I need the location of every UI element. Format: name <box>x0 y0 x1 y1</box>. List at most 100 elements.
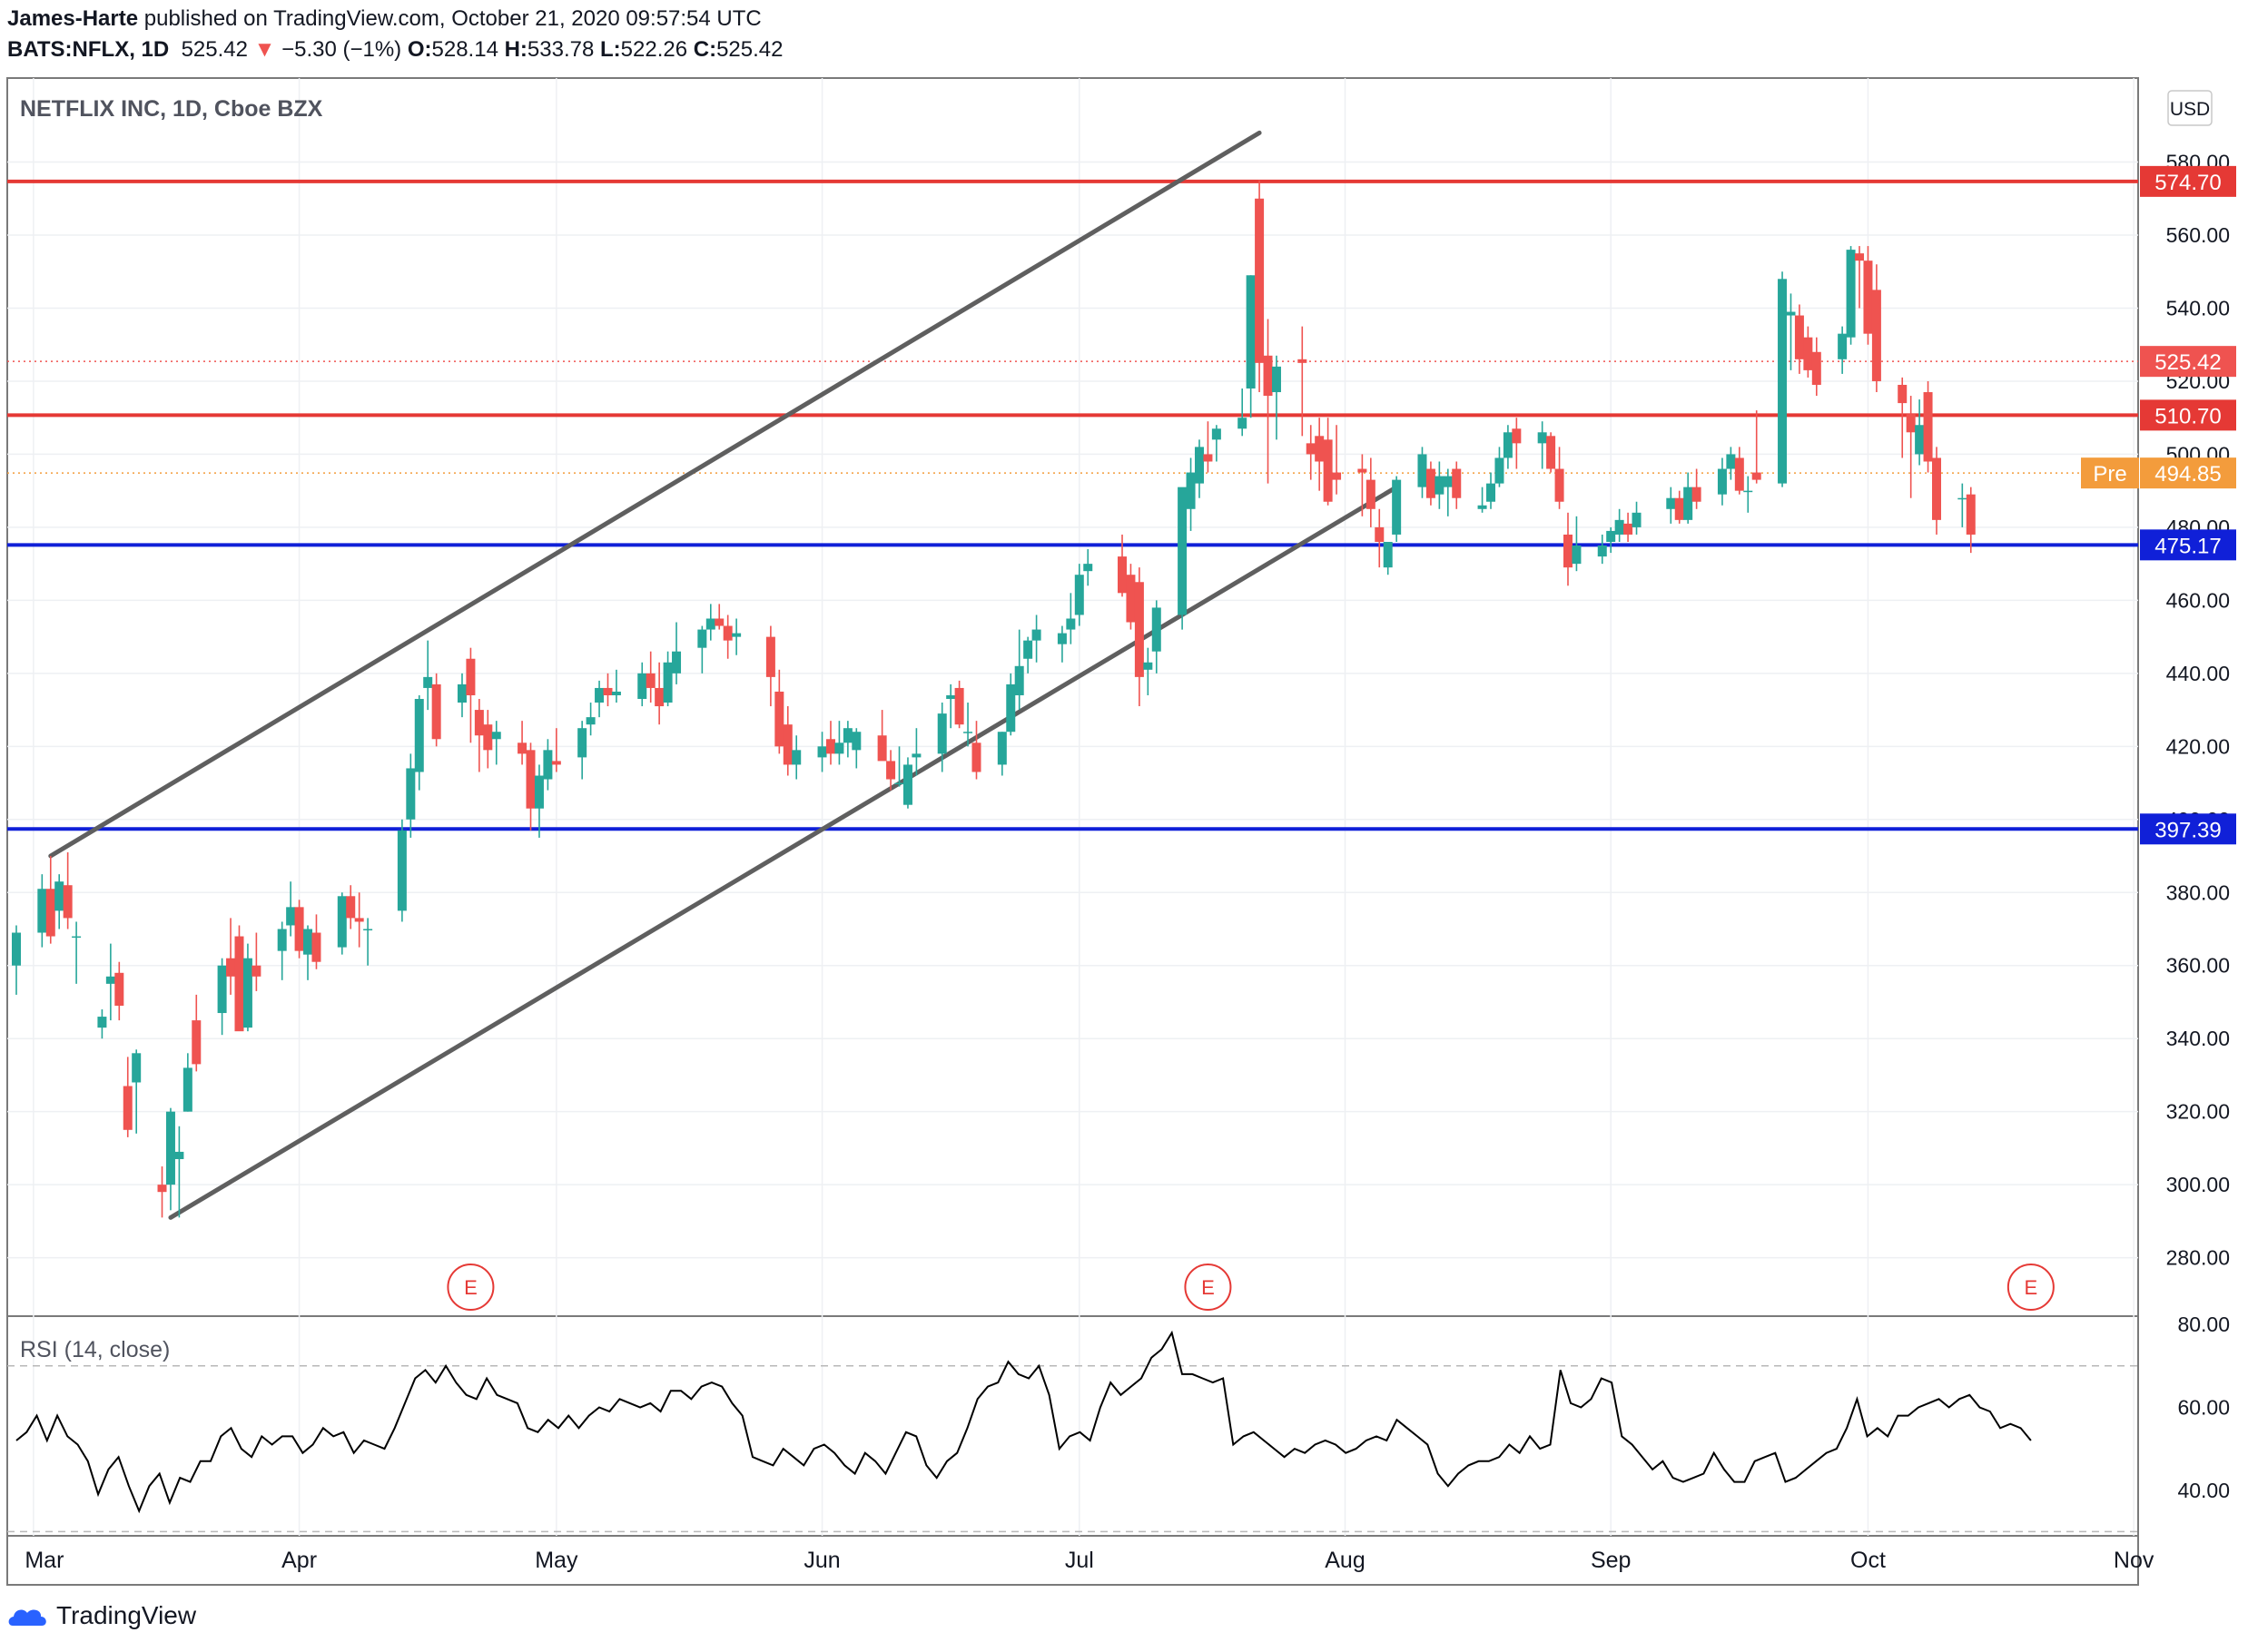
horizontal-lines <box>7 179 2138 831</box>
candle <box>1811 337 1821 397</box>
candle <box>697 625 707 674</box>
candle <box>1375 508 1385 568</box>
candle <box>1246 275 1256 418</box>
candle <box>182 1053 192 1112</box>
candle <box>1803 326 1813 378</box>
candle <box>1435 461 1444 509</box>
candle <box>1966 487 1976 554</box>
candle <box>586 703 596 736</box>
candle <box>457 673 467 718</box>
candle <box>1931 447 1941 535</box>
candle <box>1915 399 1925 466</box>
author-name[interactable]: James-Harte <box>7 6 139 31</box>
candle <box>1863 246 1873 345</box>
price-tag <box>2140 399 2236 431</box>
down-arrow-icon: ▼ <box>253 37 276 62</box>
candle <box>1751 410 1761 484</box>
rsi-series <box>15 1330 2032 1514</box>
rsi-axis: 40.00 60.00 80.00 <box>2177 1313 2230 1502</box>
candle <box>637 662 647 707</box>
candle <box>886 750 896 791</box>
candle <box>765 625 775 707</box>
price-tag-label: 574.70 <box>2154 171 2221 195</box>
candle <box>105 943 115 1021</box>
candle <box>1211 425 1221 462</box>
candle <box>1306 425 1316 480</box>
candle <box>1323 418 1333 506</box>
price-tag-label: 510.70 <box>2154 404 2221 428</box>
time-axis: Mar Apr May Jun Jul Aug Sep Oct Nov <box>25 1548 2154 1573</box>
candle <box>1871 264 1881 393</box>
high-value: 533.78 <box>527 37 595 62</box>
open-value: 528.14 <box>431 37 498 62</box>
channel-line[interactable] <box>168 485 1399 1220</box>
time-tick-label: May <box>535 1548 578 1573</box>
candle <box>1392 476 1402 542</box>
pre-market-tag <box>2081 457 2139 489</box>
candle <box>1477 487 1487 513</box>
published-text: published on TradingView.com, October 21… <box>143 6 762 31</box>
candle <box>1846 246 1856 345</box>
high-label: H: <box>504 37 527 62</box>
candle <box>1906 396 1916 498</box>
main-pane-border <box>6 77 2139 1586</box>
candle <box>242 943 252 1032</box>
candle <box>1143 647 1153 695</box>
candle <box>234 925 244 1032</box>
earnings-marker[interactable]: E <box>2006 1264 2055 1311</box>
price-tick-label: 540.00 <box>2166 296 2230 320</box>
candle <box>1606 526 1616 554</box>
candle <box>72 921 82 984</box>
candle <box>1271 355 1281 440</box>
price-tag <box>2140 529 2236 561</box>
candle <box>132 1049 142 1134</box>
candle <box>1031 615 1041 663</box>
last-price: 525.42 <box>181 37 248 62</box>
price-tick-label: 440.00 <box>2166 662 2230 685</box>
candle <box>937 703 947 772</box>
candle <box>1486 472 1496 509</box>
price-tag <box>2140 165 2236 197</box>
currency-button[interactable] <box>2167 90 2213 126</box>
candle <box>577 721 587 780</box>
candle <box>912 728 922 776</box>
candle <box>774 669 784 754</box>
candle <box>303 925 313 980</box>
price-tag <box>2140 346 2236 378</box>
candle <box>1546 432 1556 473</box>
candle <box>646 651 656 703</box>
candle <box>1357 454 1367 516</box>
ohlc-line: BATS:NFLX, 1D 525.42 ▼ −5.30 (−1%) O:528… <box>7 34 783 65</box>
candle <box>1297 326 1307 437</box>
svg-text:E: E <box>1201 1276 1215 1299</box>
pre-market-label: Pre <box>2093 462 2126 487</box>
candle <box>1503 425 1513 469</box>
candle <box>311 914 321 969</box>
brand-name[interactable]: TradingView <box>56 1601 197 1629</box>
candle <box>157 1166 167 1218</box>
tradingview-cloud-icon <box>8 1609 46 1626</box>
candle <box>1443 468 1453 516</box>
candle <box>54 874 64 929</box>
price-tag <box>2140 457 2236 489</box>
time-tick-label: Nov <box>2114 1548 2154 1573</box>
candle <box>1597 534 1607 565</box>
candle <box>1957 483 1967 527</box>
candle <box>843 721 853 758</box>
candle <box>603 673 613 707</box>
earnings-marker[interactable]: E <box>1184 1264 1232 1311</box>
time-tick-label: Sep <box>1591 1548 1631 1573</box>
earnings-marker[interactable]: E <box>447 1264 495 1311</box>
candle <box>397 819 407 922</box>
price-tick-label: 320.00 <box>2166 1100 2230 1124</box>
candle <box>1623 512 1633 542</box>
candle <box>1794 304 1804 374</box>
channel-line[interactable] <box>48 130 1262 859</box>
candle <box>1537 421 1547 469</box>
candle <box>1203 421 1213 473</box>
candle <box>894 746 904 787</box>
close-value: 525.42 <box>716 37 784 62</box>
price-tick-label: 340.00 <box>2166 1027 2230 1050</box>
candle <box>902 757 912 809</box>
